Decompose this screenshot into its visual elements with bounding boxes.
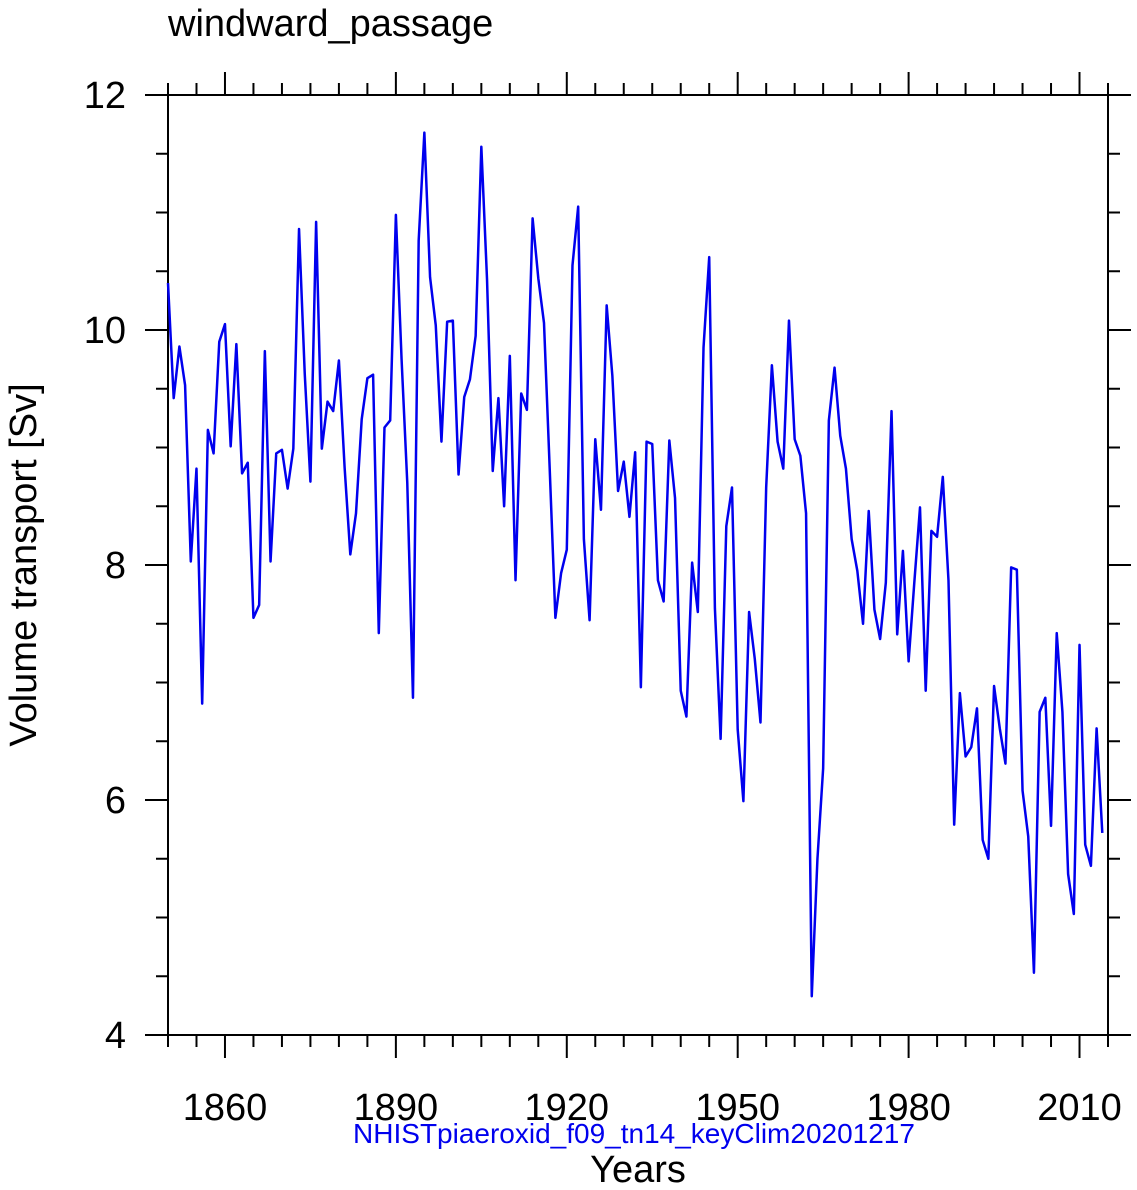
y-tick-label: 12 bbox=[84, 75, 126, 117]
x-tick-label: 2010 bbox=[1037, 1087, 1122, 1129]
plot-frame bbox=[167, 94, 1109, 1036]
x-tick-label: 1860 bbox=[183, 1087, 268, 1129]
y-axis-label: Volume transport [Sv] bbox=[3, 383, 45, 746]
x-tick-label: 1980 bbox=[866, 1087, 951, 1129]
chart-title: windward_passage bbox=[167, 3, 493, 45]
y-tick-label: 10 bbox=[84, 310, 126, 352]
y-tick-label: 8 bbox=[105, 545, 126, 587]
chart-subtitle: NHISTpiaeroxid_f09_tn14_keyClim20201217 bbox=[353, 1118, 915, 1149]
y-tick-label: 4 bbox=[105, 1015, 126, 1057]
y-minor-ticks bbox=[156, 152, 1120, 978]
x-tick-label: 1950 bbox=[695, 1087, 780, 1129]
series-layer bbox=[166, 131, 1104, 998]
y-major-ticks bbox=[145, 94, 1131, 1036]
x-axis-label: Years bbox=[590, 1149, 686, 1190]
x-minor-ticks bbox=[167, 83, 1109, 1047]
y-tick-label: 6 bbox=[105, 780, 126, 822]
y-tick-labels: 4 6 8 10 12 bbox=[84, 75, 126, 1057]
x-tick-label: 1890 bbox=[354, 1087, 439, 1129]
series-line bbox=[166, 131, 1104, 998]
x-tick-labels: 1860 1890 1920 1950 1980 2010 bbox=[183, 1087, 1122, 1129]
x-major-ticks bbox=[223, 72, 1081, 1058]
x-tick-label: 1920 bbox=[525, 1087, 610, 1129]
